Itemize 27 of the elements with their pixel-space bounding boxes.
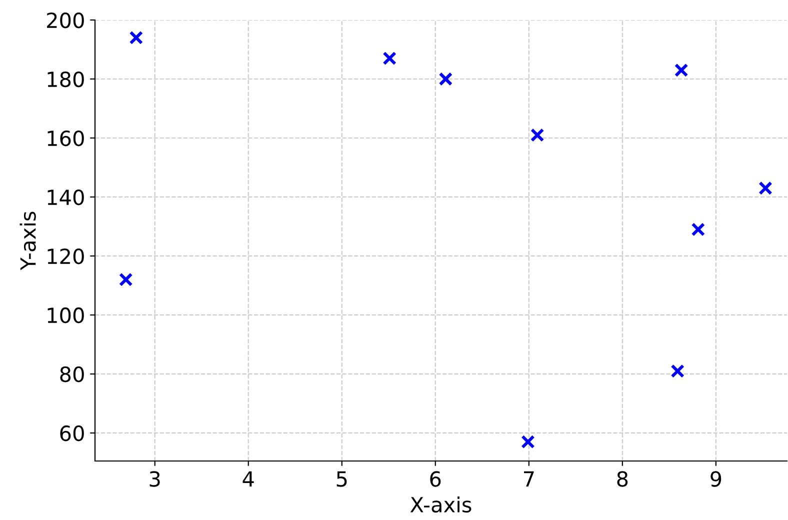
y-tick-label: 180 — [48, 71, 84, 88]
y-tick-label: 120 — [48, 248, 84, 264]
y-tick-label: 60 — [60, 425, 84, 442]
y-tick-label: 200 — [47, 12, 84, 28]
x-tick-label: 7 — [524, 471, 534, 487]
x-tick-label: 5 — [336, 471, 347, 487]
x-tick-label: 8 — [617, 471, 628, 487]
y-tick-label: 160 — [48, 130, 84, 146]
x-tick-label: 3 — [150, 471, 160, 487]
x-tick-label: 6 — [430, 471, 441, 487]
point — [691, 222, 706, 236]
y-tick-label: 80 — [60, 366, 84, 382]
point — [530, 128, 544, 142]
y-tick-label: 140 — [48, 189, 84, 206]
point — [674, 63, 688, 78]
point — [438, 72, 453, 86]
x-tick-label: 9 — [710, 471, 722, 487]
point — [758, 181, 772, 196]
y-tick-label: 100 — [48, 307, 84, 324]
y-axis-title: Y-axis — [20, 212, 36, 270]
point — [521, 434, 535, 449]
point — [382, 51, 396, 66]
point — [118, 272, 133, 286]
point — [670, 364, 684, 378]
x-axis-title: X-axis — [410, 496, 472, 513]
x-tick-label: 4 — [242, 471, 254, 487]
point — [129, 30, 144, 45]
